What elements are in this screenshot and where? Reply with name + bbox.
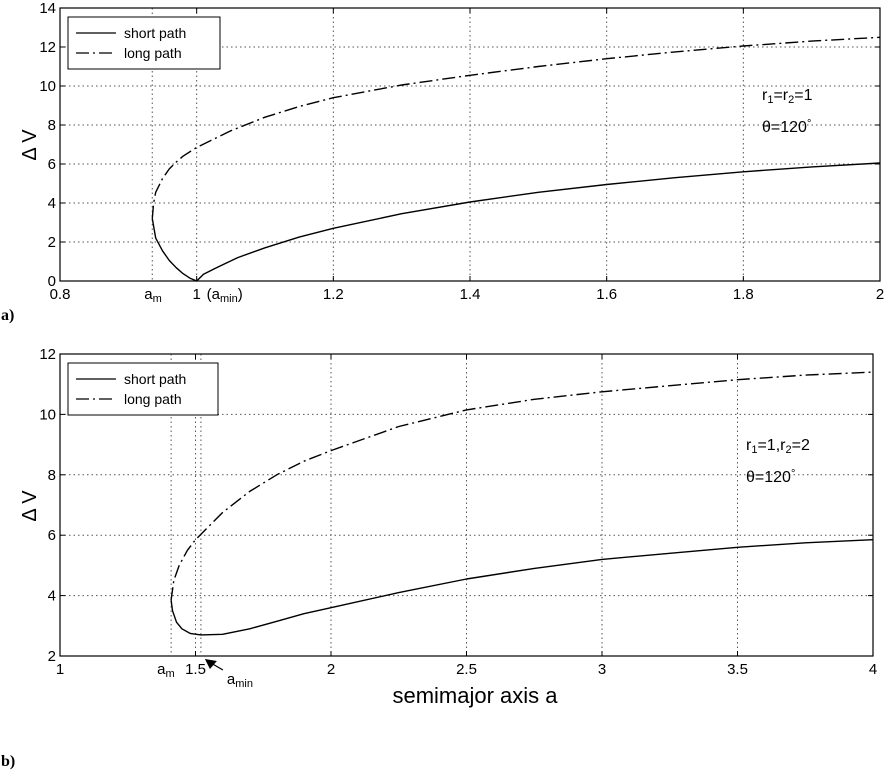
panel-b-y-tick-label: 4 xyxy=(48,588,56,605)
panel-b-condition-part: 2 xyxy=(785,444,791,456)
panel-a-x-tick-label: 0.8 xyxy=(50,286,71,303)
panel-a-marker-label-tail: ) xyxy=(238,286,243,303)
panel-b-condition-text: θ=120° xyxy=(746,468,795,486)
panel-a-x-tick-label: 1.8 xyxy=(733,286,754,303)
panel-a-y-tick-label: 6 xyxy=(48,156,56,173)
panel-b-legend-label: long path xyxy=(124,391,182,407)
panel-b-condition-part: 1 xyxy=(751,444,757,456)
panel-b-y-tick-label: 2 xyxy=(48,648,56,665)
panel-a-legend-box xyxy=(67,16,221,70)
panel-a-marker-label: am xyxy=(144,286,162,305)
panel-b-condition-part: θ=120 xyxy=(746,469,791,486)
panel-b-marker-label-base: a xyxy=(157,661,166,678)
panel-a-condition-text: r1=r2=1 xyxy=(762,87,813,106)
panel-b-marker-label-base: a xyxy=(227,671,236,688)
panel-a-marker-label-base: (a xyxy=(207,286,221,303)
panel-a-marker-label-sub: min xyxy=(220,293,238,305)
panel-b-legend-label: short path xyxy=(124,371,186,387)
panel-a-condition-part: 1 xyxy=(767,94,773,106)
panel-a-x-tick-label: 1.2 xyxy=(323,286,344,303)
panel-b-x-tick-label: 2 xyxy=(327,661,335,678)
panel-a-y-tick-label: 12 xyxy=(39,39,56,56)
panel-a-tag: a) xyxy=(1,307,14,324)
panel-b: b) semimajor axis a 1 1.5 2 2.5 3 3.5 4 2 4 6 8 10 1… xyxy=(1,346,877,770)
panel-a-y-tick-label: 0 xyxy=(48,273,56,290)
panel-a-condition-part: =1 xyxy=(794,87,812,104)
panel-b-marker-label-sub: min xyxy=(235,678,253,690)
panel-b-x-tick-label: 3.5 xyxy=(727,661,748,678)
panel-a-condition-part: r xyxy=(762,87,768,104)
panel-b-condition-part: =2 xyxy=(792,437,810,454)
panel-a-marker-label: (amin) xyxy=(207,286,243,305)
panel-b-y-tick-label: 8 xyxy=(48,467,56,484)
panel-b-legend-box xyxy=(67,362,219,416)
panel-b-x-tick-label: 2.5 xyxy=(456,661,477,678)
panel-b-tag: b) xyxy=(1,753,15,770)
panel-b-axes-frame xyxy=(59,353,874,657)
panel-b-y-tick-label: 10 xyxy=(39,406,56,423)
panel-b-x-tick-label: 4 xyxy=(869,661,877,678)
panel-a-x-tick-label: 1.6 xyxy=(596,286,617,303)
panel-b-x-tick-label: 3 xyxy=(598,661,606,678)
panel-a-x-tick-label: 1 xyxy=(192,286,200,303)
panel-a-legend-label: long path xyxy=(124,45,182,61)
panel-b-marker-label-sub: m xyxy=(165,668,174,680)
panel-b-series-short-path-line xyxy=(170,539,874,636)
panel-b-condition-text: r1=1,r2=2 xyxy=(746,437,810,456)
x-axis-title: semimajor axis a xyxy=(392,683,558,708)
panel-a-y-axis-title: Δ V xyxy=(19,129,41,161)
panel-a-y-tick-label: 14 xyxy=(39,0,56,17)
panel-b-x-tick-label: 1 xyxy=(56,661,64,678)
panel-a-y-tick-label: 10 xyxy=(39,78,56,95)
panel-a-y-tick-label: 8 xyxy=(48,117,56,134)
panel-a-marker-label-base: a xyxy=(144,286,153,303)
panel-b-y-axis-title: Δ V xyxy=(19,490,41,522)
panel-a-axes-frame xyxy=(59,7,881,282)
panel-b-y-tick-label: 6 xyxy=(48,527,56,544)
panel-a-condition-part: ° xyxy=(807,118,811,130)
panel-b-x-tick-label: 1.5 xyxy=(185,661,206,678)
panel-a-legend-label: short path xyxy=(124,25,186,41)
panel-b-y-tick-label: 12 xyxy=(39,346,56,363)
panel-a-y-tick-label: 2 xyxy=(48,234,56,251)
panel-a-y-tick-label: 4 xyxy=(48,195,56,212)
panel-a-series-short-path-line xyxy=(151,162,881,282)
panel-b-marker-label: am xyxy=(157,661,175,680)
panel-a-condition-part: 2 xyxy=(788,94,794,106)
panel-a-condition-text: θ=120° xyxy=(762,118,811,136)
panel-b-condition-part: =1,r xyxy=(757,437,786,454)
panel-a-condition-part: θ=120 xyxy=(762,119,807,136)
panel-b-condition-part: ° xyxy=(791,468,795,480)
panel-a-x-tick-label: 1.4 xyxy=(460,286,481,303)
panel-a-x-tick-label: 2 xyxy=(876,286,884,303)
panel-b-condition-part: r xyxy=(746,437,752,454)
panel-b-marker-label: amin xyxy=(227,671,253,690)
panel-a-condition-part: =r xyxy=(773,87,788,104)
panel-b-amin-arrow-head xyxy=(204,659,217,669)
panel-a-marker-label-sub: m xyxy=(153,293,162,305)
panel-b-series-long-path-line xyxy=(170,371,874,601)
